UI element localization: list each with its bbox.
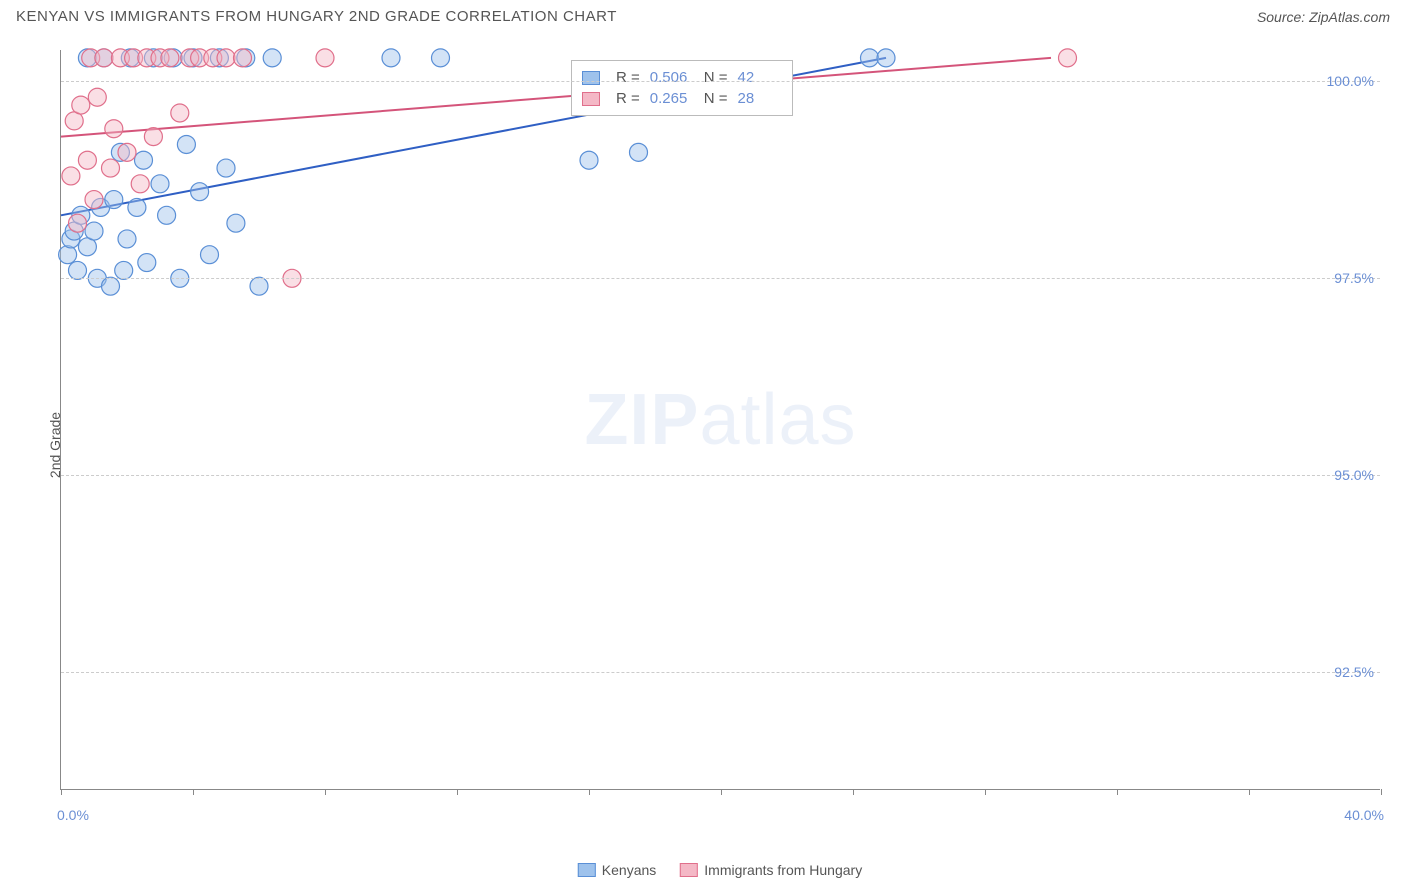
- scatter-svg: [61, 50, 1380, 789]
- legend-label: Kenyans: [602, 862, 656, 878]
- correlation-stats-box: R = 0.506 N = 42 R = 0.265 N = 28: [571, 60, 793, 116]
- scatter-point-kenyans: [138, 254, 156, 272]
- scatter-point-hungary: [1059, 49, 1077, 67]
- scatter-point-kenyans: [105, 191, 123, 209]
- x-tick: [589, 789, 590, 795]
- scatter-point-kenyans: [217, 159, 235, 177]
- scatter-point-hungary: [69, 214, 87, 232]
- scatter-point-kenyans: [263, 49, 281, 67]
- scatter-point-hungary: [62, 167, 80, 185]
- regression-line-hungary: [61, 58, 1051, 137]
- scatter-point-kenyans: [227, 214, 245, 232]
- y-tick-label: 100.0%: [1327, 73, 1374, 89]
- x-axis-end-label: 40.0%: [1344, 807, 1384, 823]
- scatter-point-hungary: [316, 49, 334, 67]
- scatter-point-hungary: [217, 49, 235, 67]
- scatter-point-kenyans: [69, 261, 87, 279]
- scatter-point-kenyans: [877, 49, 895, 67]
- r-value: 0.265: [650, 90, 694, 107]
- gridline: [61, 81, 1380, 82]
- scatter-point-hungary: [131, 175, 149, 193]
- plot-area: ZIPatlas R =0.506N =42R =0.265N =28 92.5…: [60, 50, 1380, 790]
- scatter-point-kenyans: [115, 261, 133, 279]
- scatter-point-kenyans: [177, 135, 195, 153]
- gridline: [61, 278, 1380, 279]
- r-label: R =: [616, 69, 640, 86]
- stats-swatch: [582, 92, 600, 106]
- scatter-point-kenyans: [250, 277, 268, 295]
- scatter-point-kenyans: [158, 206, 176, 224]
- chart-header: KENYAN VS IMMIGRANTS FROM HUNGARY 2ND GR…: [0, 0, 1406, 29]
- legend-bottom: Kenyans Immigrants from Hungary: [578, 862, 862, 878]
- scatter-point-kenyans: [118, 230, 136, 248]
- scatter-point-hungary: [105, 120, 123, 138]
- scatter-point-hungary: [88, 88, 106, 106]
- legend-item: Kenyans: [578, 862, 656, 878]
- scatter-point-kenyans: [861, 49, 879, 67]
- scatter-point-kenyans: [201, 246, 219, 264]
- n-label: N =: [704, 69, 728, 86]
- y-tick-label: 95.0%: [1334, 467, 1374, 483]
- n-value: 28: [738, 90, 782, 107]
- scatter-point-hungary: [144, 128, 162, 146]
- gridline: [61, 672, 1380, 673]
- scatter-point-kenyans: [432, 49, 450, 67]
- x-tick: [193, 789, 194, 795]
- scatter-point-hungary: [118, 143, 136, 161]
- x-tick: [1249, 789, 1250, 795]
- scatter-point-hungary: [234, 49, 252, 67]
- n-label: N =: [704, 90, 728, 107]
- scatter-point-kenyans: [191, 183, 209, 201]
- legend-swatch: [578, 863, 596, 877]
- scatter-point-hungary: [102, 159, 120, 177]
- scatter-point-kenyans: [128, 198, 146, 216]
- stats-row: R = 0.506 N = 42: [582, 67, 782, 88]
- x-tick: [325, 789, 326, 795]
- r-value: 0.506: [650, 69, 694, 86]
- scatter-point-hungary: [85, 191, 103, 209]
- scatter-point-kenyans: [102, 277, 120, 295]
- scatter-point-kenyans: [135, 151, 153, 169]
- scatter-point-hungary: [95, 49, 113, 67]
- gridline: [61, 475, 1380, 476]
- stats-row: R = 0.265 N = 28: [582, 88, 782, 109]
- legend-swatch: [680, 863, 698, 877]
- scatter-point-hungary: [72, 96, 90, 114]
- x-tick: [1117, 789, 1118, 795]
- scatter-point-kenyans: [151, 175, 169, 193]
- scatter-point-hungary: [171, 104, 189, 122]
- scatter-point-kenyans: [85, 222, 103, 240]
- scatter-point-hungary: [161, 49, 179, 67]
- scatter-point-kenyans: [382, 49, 400, 67]
- chart-container: 2nd Grade ZIPatlas R =0.506N =42R =0.265…: [50, 50, 1390, 840]
- legend-item: Immigrants from Hungary: [680, 862, 862, 878]
- chart-title: KENYAN VS IMMIGRANTS FROM HUNGARY 2ND GR…: [16, 8, 617, 25]
- x-tick: [853, 789, 854, 795]
- legend-label: Immigrants from Hungary: [704, 862, 862, 878]
- x-axis-start-label: 0.0%: [57, 807, 89, 823]
- chart-source: Source: ZipAtlas.com: [1257, 9, 1390, 25]
- x-tick: [457, 789, 458, 795]
- n-value: 42: [738, 69, 782, 86]
- x-tick: [1381, 789, 1382, 795]
- scatter-point-kenyans: [580, 151, 598, 169]
- x-tick: [985, 789, 986, 795]
- x-tick: [721, 789, 722, 795]
- scatter-point-kenyans: [630, 143, 648, 161]
- scatter-point-kenyans: [59, 246, 77, 264]
- scatter-point-hungary: [78, 151, 96, 169]
- r-label: R =: [616, 90, 640, 107]
- y-tick-label: 97.5%: [1334, 270, 1374, 286]
- y-tick-label: 92.5%: [1334, 664, 1374, 680]
- x-tick: [61, 789, 62, 795]
